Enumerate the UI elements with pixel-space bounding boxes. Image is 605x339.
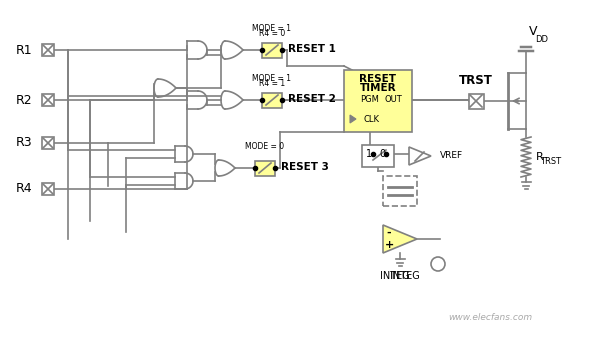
Bar [344, 70, 412, 132]
Text: +: + [384, 240, 394, 250]
Bar [468, 94, 483, 108]
Text: RESET 1: RESET 1 [288, 44, 336, 54]
Text: RESET 2: RESET 2 [288, 94, 336, 104]
Text: DD: DD [535, 35, 548, 44]
Text: TRST: TRST [540, 158, 561, 166]
Text: R3: R3 [16, 137, 32, 149]
Bar [42, 137, 54, 149]
Bar [255, 160, 275, 176]
Text: TRST: TRST [459, 74, 493, 87]
Text: V: V [529, 25, 537, 38]
Text: RESET 3: RESET 3 [281, 162, 329, 172]
Text: MODE = 0: MODE = 0 [246, 142, 284, 151]
Text: R2: R2 [16, 94, 32, 106]
Text: R4 = 0: R4 = 0 [259, 29, 285, 38]
Text: R1: R1 [16, 43, 32, 57]
Bar [42, 183, 54, 195]
Text: VREF: VREF [440, 152, 463, 160]
Text: 0: 0 [379, 149, 385, 159]
Bar [262, 93, 282, 107]
Bar [362, 145, 394, 167]
Text: TIMER: TIMER [360, 83, 396, 93]
Text: INTEG: INTEG [390, 271, 420, 281]
Text: www.elecfans.com: www.elecfans.com [448, 313, 532, 321]
Text: R4: R4 [16, 182, 32, 196]
Bar [383, 176, 417, 206]
Polygon shape [350, 115, 356, 123]
Bar [262, 42, 282, 58]
Text: RESET: RESET [359, 74, 396, 84]
Text: CLK: CLK [364, 115, 380, 123]
Polygon shape [409, 147, 431, 165]
Text: MODE = 1: MODE = 1 [252, 74, 292, 83]
Text: R4 = 1: R4 = 1 [259, 79, 285, 88]
Polygon shape [383, 225, 417, 253]
Text: INTEG: INTEG [380, 271, 410, 281]
Text: -: - [387, 228, 391, 238]
Text: R: R [536, 152, 544, 162]
Text: 1: 1 [366, 149, 372, 159]
Circle shape [431, 257, 445, 271]
Text: PGM: PGM [361, 96, 379, 104]
Text: OUT: OUT [384, 96, 402, 104]
Bar [42, 94, 54, 106]
Text: MODE = 1: MODE = 1 [252, 24, 292, 33]
Bar [42, 44, 54, 56]
